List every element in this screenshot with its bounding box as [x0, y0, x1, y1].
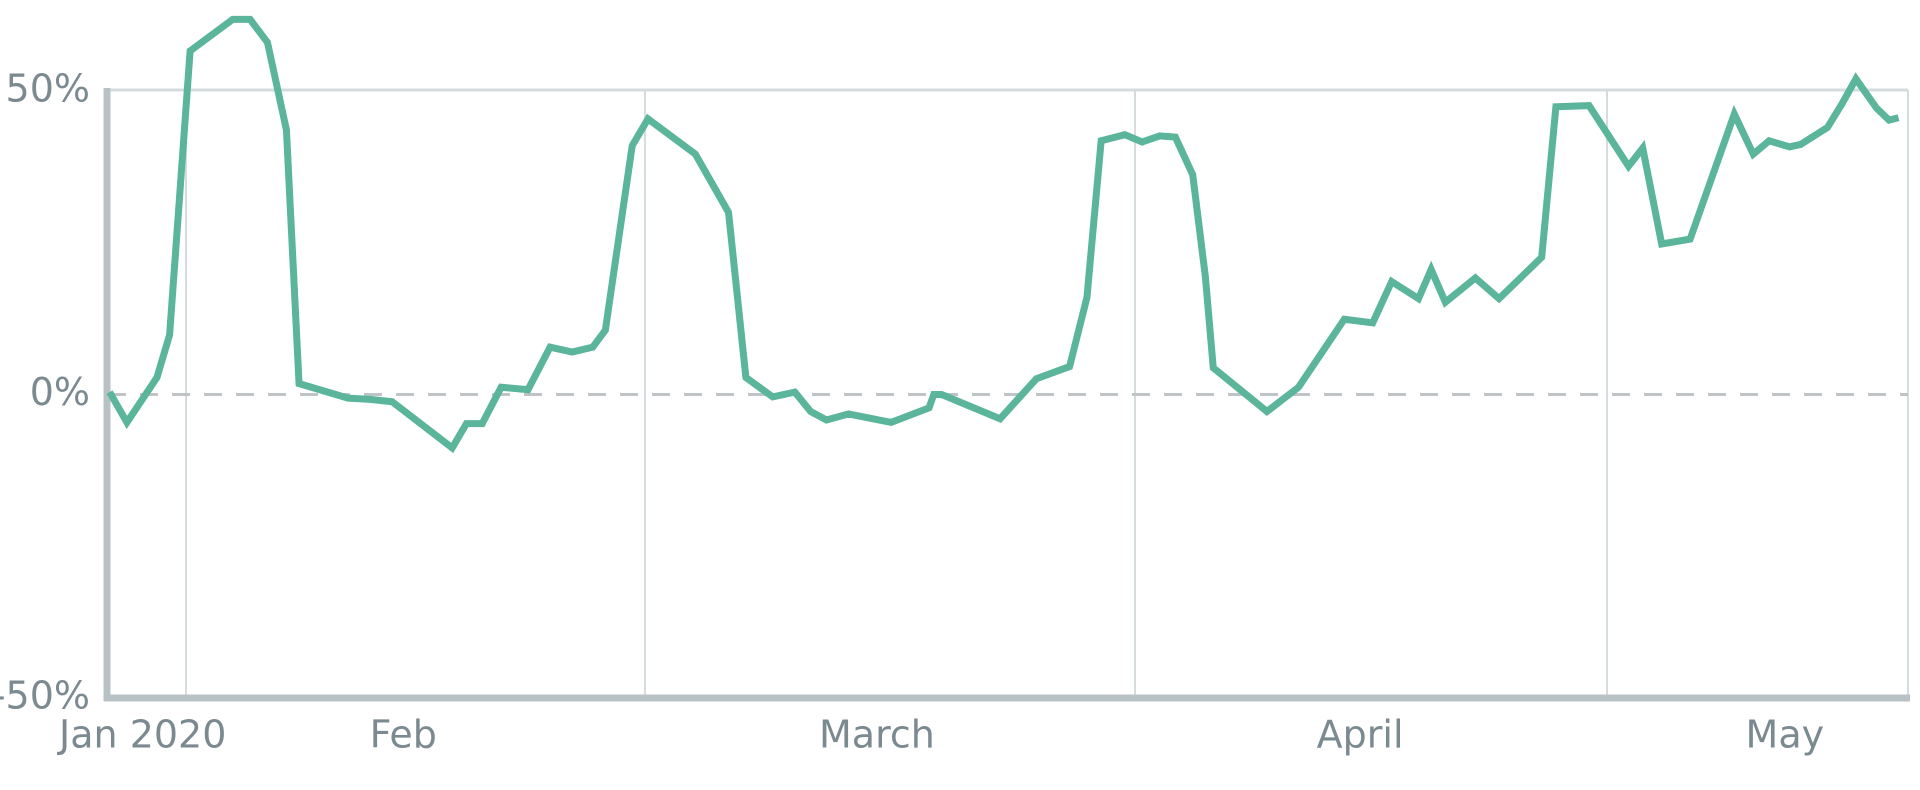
y-tick-label: -50% — [0, 674, 90, 718]
y-tick-label: 0% — [30, 370, 90, 414]
x-tick-label: May — [1746, 713, 1825, 757]
x-tick-label: Feb — [370, 713, 437, 757]
data-line — [106, 15, 1900, 454]
x-tick-label: Jan 2020 — [57, 713, 226, 757]
y-tick-label: 50% — [6, 67, 90, 111]
x-tick-label: April — [1317, 713, 1404, 757]
x-tick-label: March — [819, 713, 935, 757]
